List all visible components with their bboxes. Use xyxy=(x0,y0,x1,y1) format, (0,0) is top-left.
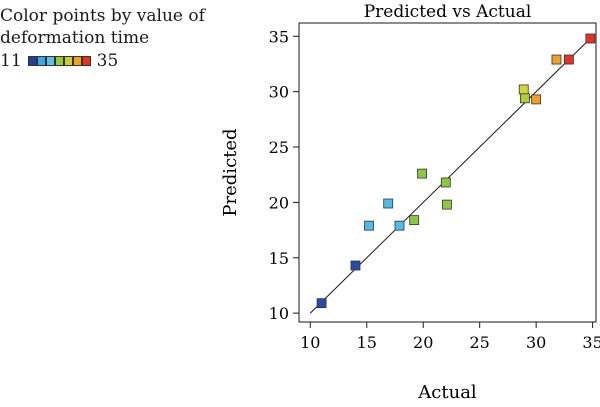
y-axis-title: Predicted xyxy=(220,128,241,216)
data-point xyxy=(551,54,562,65)
data-point xyxy=(417,168,427,179)
data-point xyxy=(383,198,394,209)
x-axis: 10 15 20 25 30 35 xyxy=(300,322,600,352)
data-point xyxy=(409,215,420,226)
x-axis-title: Actual xyxy=(417,382,477,403)
legend-title-line-2: deformation time xyxy=(0,28,150,48)
x-tick-label: 30 xyxy=(526,333,546,352)
color-scale-min: 11 xyxy=(0,51,22,71)
y-tick-label: 15 xyxy=(269,249,289,268)
chart-title: Predicted vs Actual xyxy=(364,2,532,22)
data-point xyxy=(442,199,452,210)
color-scale: 11 35 xyxy=(0,50,200,72)
data-point xyxy=(350,260,361,271)
data-point xyxy=(440,177,451,188)
x-tick-label: 25 xyxy=(470,333,490,352)
y-tick-label: 20 xyxy=(269,193,289,212)
x-tick-label: 10 xyxy=(300,333,320,352)
x-tick-label: 20 xyxy=(413,333,433,352)
data-point xyxy=(585,33,596,44)
reference-line xyxy=(309,35,593,314)
y-tick-label: 30 xyxy=(269,83,289,102)
color-swatch xyxy=(72,56,82,66)
color-scale-swatches xyxy=(27,56,91,66)
data-point xyxy=(364,220,374,231)
color-swatch xyxy=(63,56,73,66)
data-point xyxy=(563,54,574,65)
data-point xyxy=(519,93,530,104)
color-swatch xyxy=(54,56,64,66)
color-swatch xyxy=(45,56,55,66)
color-swatch xyxy=(27,56,37,66)
y-axis: 10 15 20 25 30 35 xyxy=(269,27,299,323)
color-swatch xyxy=(36,56,46,66)
plot-frame xyxy=(298,22,597,323)
data-point xyxy=(394,220,405,231)
y-tick-label: 35 xyxy=(269,27,289,46)
y-tick-label: 25 xyxy=(269,138,289,157)
data-point xyxy=(531,94,542,105)
data-point xyxy=(518,84,529,95)
color-legend: Color points by value of deformation tim… xyxy=(0,5,205,72)
color-scale-max: 35 xyxy=(96,51,119,71)
data-point xyxy=(316,298,327,309)
y-tick-label: 10 xyxy=(269,304,289,323)
legend-title-line-1: Color points by value of xyxy=(0,6,205,26)
color-swatch xyxy=(81,56,91,66)
x-tick-label: 35 xyxy=(582,333,600,352)
data-points xyxy=(316,33,596,309)
x-tick-label: 15 xyxy=(357,333,377,352)
